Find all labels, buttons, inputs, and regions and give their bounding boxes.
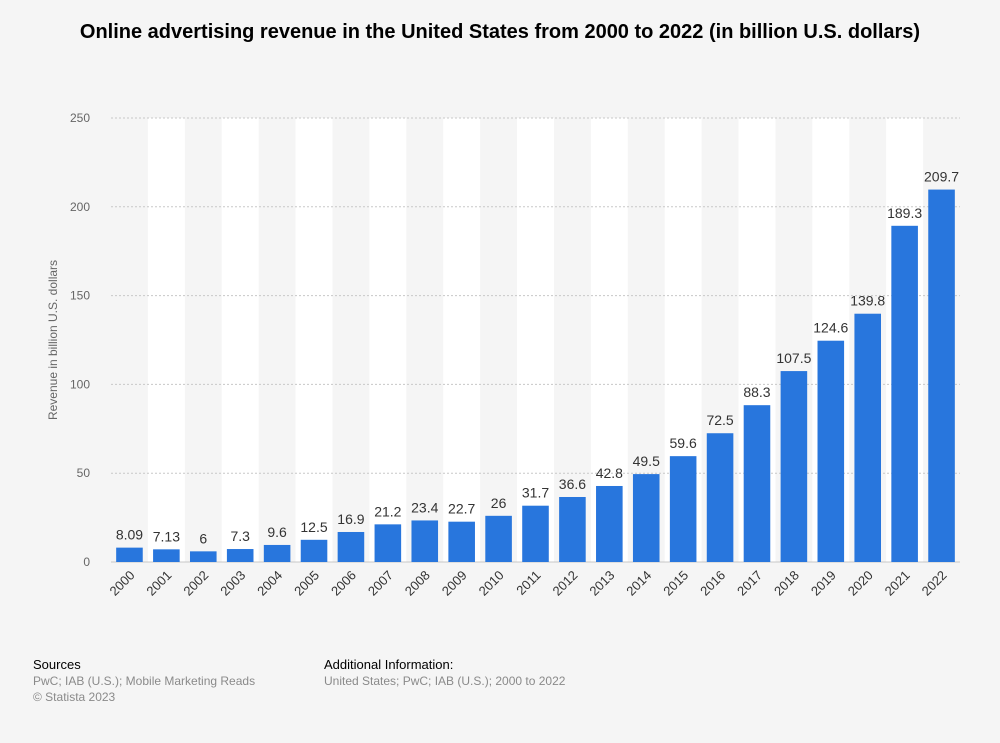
sources-block: Sources PwC; IAB (U.S.); Mobile Marketin… — [33, 657, 255, 705]
x-tick-label: 2002 — [180, 568, 211, 599]
value-label: 189.3 — [887, 205, 922, 221]
value-label: 7.13 — [153, 528, 180, 544]
bar-2006 — [337, 531, 365, 562]
value-label: 59.6 — [670, 435, 697, 451]
x-tick-label: 2020 — [845, 568, 876, 599]
background-band — [221, 118, 259, 562]
bar-2011 — [522, 505, 549, 562]
y-tick-label: 0 — [83, 555, 90, 569]
sources-title: Sources — [33, 657, 81, 672]
x-tick-label: 2003 — [217, 568, 248, 599]
value-label: 9.6 — [267, 524, 287, 540]
background-band — [147, 118, 185, 562]
x-tick-label: 2005 — [291, 568, 322, 599]
bar-2008 — [411, 520, 439, 562]
bar-2022 — [928, 189, 955, 562]
y-tick-label: 50 — [77, 466, 91, 480]
value-label: 16.9 — [337, 511, 364, 527]
x-tick-label: 2012 — [549, 568, 580, 599]
x-tick-label: 2021 — [882, 568, 913, 599]
bar-2000 — [116, 547, 143, 562]
x-tick-label: 2006 — [328, 568, 359, 599]
bar-2010 — [485, 515, 512, 562]
x-tick-label: 2008 — [402, 568, 433, 599]
bar-2021 — [891, 225, 918, 562]
x-tick-label: 2018 — [771, 568, 802, 599]
value-label: 88.3 — [743, 384, 770, 400]
x-tick-label: 2016 — [697, 568, 728, 599]
x-axis-ticks: 2000 2001 2002 2003 2004 2005 2006 2007 2008 2009… — [107, 568, 950, 599]
x-tick-label: 2022 — [919, 568, 950, 599]
x-tick-label: 2000 — [107, 568, 138, 599]
value-label: 26 — [491, 495, 507, 511]
sources-text: PwC; IAB (U.S.); Mobile Marketing Reads — [33, 674, 256, 688]
bar-2019 — [817, 340, 845, 562]
bar-2014 — [632, 474, 660, 562]
background-band — [369, 118, 407, 562]
value-label: 22.7 — [448, 501, 475, 517]
x-tick-label: 2009 — [439, 568, 470, 599]
bar-2015 — [669, 456, 697, 562]
value-label: 139.8 — [850, 293, 885, 309]
chart-title: Online advertising revenue in the United… — [79, 21, 921, 43]
y-axis-label: Revenue in billion U.S. dollars — [46, 260, 60, 420]
x-tick-label: 2015 — [660, 568, 691, 599]
value-label: 6 — [199, 530, 207, 546]
y-tick-label: 200 — [70, 200, 90, 214]
copyright-text: © Statista 2023 — [33, 690, 116, 704]
value-label: 36.6 — [559, 476, 586, 492]
bar-2004 — [263, 544, 291, 562]
x-tick-label: 2014 — [623, 568, 654, 599]
value-label: 124.6 — [813, 320, 848, 336]
x-tick-label: 2010 — [476, 568, 507, 599]
value-label: 21.2 — [374, 503, 401, 519]
x-tick-label: 2001 — [143, 568, 174, 599]
y-tick-label: 150 — [70, 289, 90, 303]
x-tick-label: 2019 — [808, 568, 839, 599]
x-tick-label: 2013 — [586, 568, 617, 599]
value-label: 12.5 — [300, 519, 327, 535]
additional-info-title: Additional Information: — [324, 657, 454, 672]
bar-2007 — [374, 524, 402, 562]
background-band — [295, 118, 333, 562]
bar-2017 — [743, 405, 771, 562]
bar-2018 — [780, 371, 808, 562]
y-tick-label: 100 — [70, 377, 90, 391]
bars — [116, 189, 955, 562]
value-label: 8.09 — [116, 527, 143, 543]
x-tick-label: 2007 — [365, 568, 396, 599]
bar-2020 — [854, 313, 882, 562]
y-tick-label: 250 — [70, 111, 90, 125]
value-label: 42.8 — [596, 465, 623, 481]
value-label: 72.5 — [706, 412, 733, 428]
background-band — [517, 118, 554, 562]
x-tick-label: 2017 — [734, 568, 765, 599]
bar-2005 — [300, 539, 328, 562]
background-band — [443, 118, 481, 562]
bar-2016 — [706, 433, 734, 562]
x-tick-label: 2004 — [254, 568, 285, 599]
value-label: 49.5 — [633, 453, 660, 469]
value-labels: 8.09 7.13 6 7.3 9.6 12.5 16.9 21.2 23.4 22.7 26 31.… — [116, 169, 959, 547]
bar-2002 — [189, 551, 217, 562]
value-label: 31.7 — [522, 485, 549, 501]
bar-chart: 0 50 100 150 200 250 8.09 7.13 6 7.3 9.6 12.5 16.9 2… — [46, 111, 960, 599]
additional-info-text: United States; PwC; IAB (U.S.); 2000 to … — [324, 674, 566, 688]
bar-2009 — [448, 521, 475, 562]
bar-2003 — [226, 549, 254, 562]
bar-2013 — [596, 485, 623, 562]
bar-2012 — [559, 496, 586, 562]
value-label: 107.5 — [776, 350, 811, 366]
y-axis-ticks: 0 50 100 150 200 250 — [70, 111, 90, 569]
value-label: 209.7 — [924, 169, 959, 185]
value-label: 23.4 — [411, 499, 438, 515]
bar-2001 — [153, 549, 180, 562]
x-tick-label: 2011 — [513, 568, 543, 598]
value-label: 7.3 — [230, 528, 250, 544]
additional-info-block: Additional Information: United States; P… — [324, 657, 565, 689]
